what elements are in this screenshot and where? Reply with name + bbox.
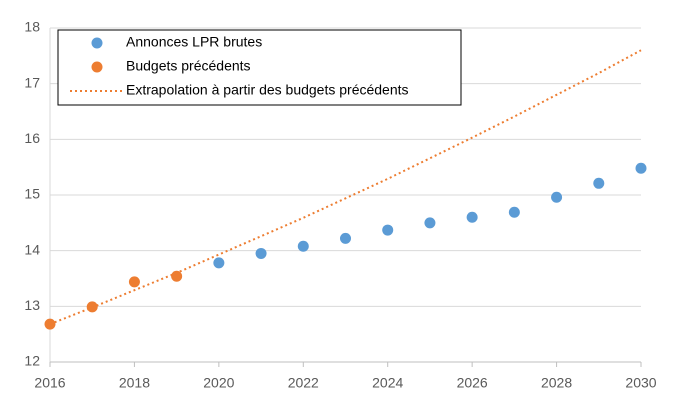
point	[382, 224, 394, 236]
legend-swatch	[91, 37, 103, 49]
point	[255, 247, 267, 259]
x-tick-label: 2024	[372, 375, 403, 391]
x-tick-label: 2026	[457, 375, 488, 391]
x-tick-label: 2030	[625, 375, 656, 391]
x-tick-label: 2020	[203, 375, 234, 391]
point	[466, 211, 478, 223]
y-tick-label: 13	[24, 297, 40, 313]
x-tick-label: 2018	[119, 375, 150, 391]
x-tick-label: 2016	[34, 375, 65, 391]
point	[593, 177, 605, 189]
y-tick-label: 12	[24, 353, 40, 369]
point	[635, 162, 647, 174]
legend-label: Extrapolation à partir des budgets précé…	[126, 82, 409, 98]
y-tick-label: 16	[24, 130, 40, 146]
legend-swatch	[91, 61, 103, 73]
point	[340, 232, 351, 244]
point	[171, 270, 183, 282]
point	[128, 276, 140, 288]
x-tick-label: 2028	[541, 375, 572, 391]
x-tick-label: 2022	[288, 375, 319, 391]
point	[508, 206, 520, 218]
point	[424, 217, 436, 229]
point	[297, 240, 309, 252]
legend-box	[57, 29, 462, 106]
y-tick-label: 17	[24, 74, 40, 90]
legend-label: Budgets précédents	[126, 58, 251, 74]
point	[551, 191, 563, 203]
series-line	[49, 49, 642, 326]
y-tick-label: 18	[24, 19, 40, 35]
point	[213, 257, 225, 269]
legend-label: Annonces LPR brutes	[126, 34, 262, 50]
y-tick-label: 14	[24, 241, 40, 257]
y-tick-label: 15	[24, 186, 40, 202]
